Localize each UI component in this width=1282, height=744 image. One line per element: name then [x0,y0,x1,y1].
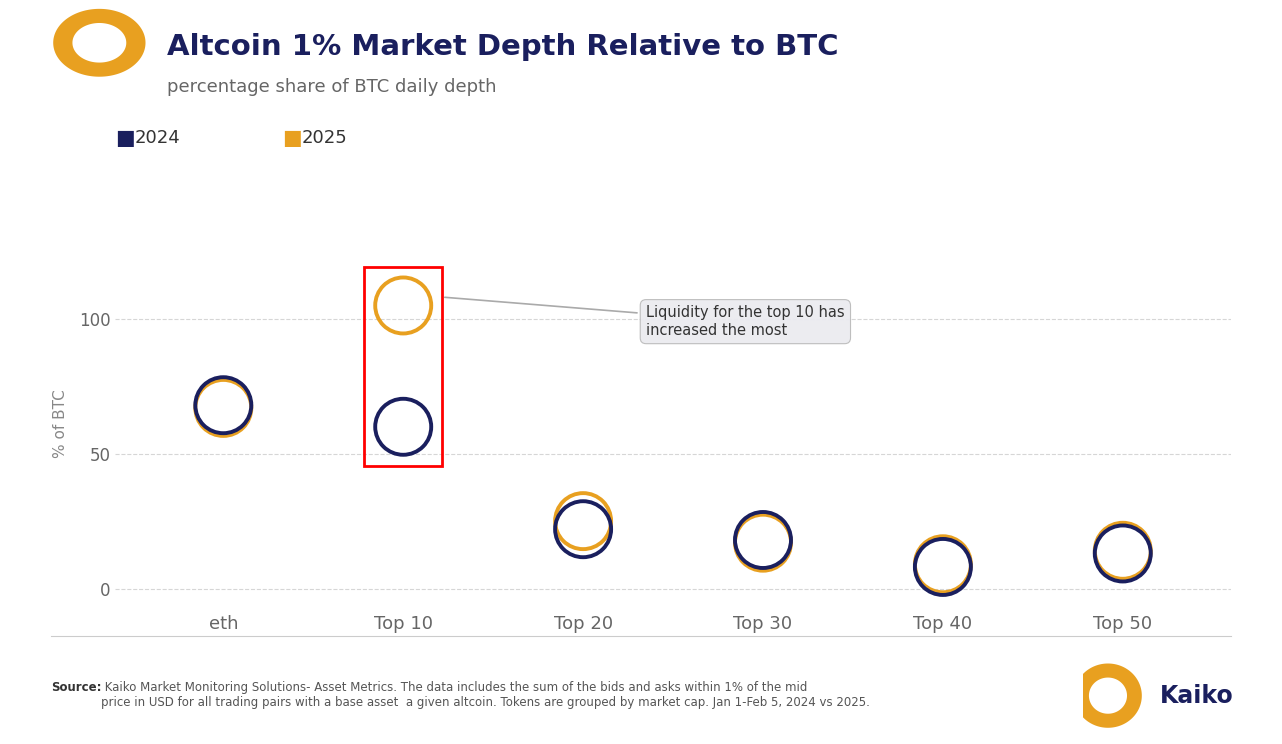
Bar [364,266,442,466]
Text: ■: ■ [115,128,135,147]
Text: ■: ■ [282,128,301,147]
Text: Liquidity for the top 10 has
increased the most: Liquidity for the top 10 has increased t… [445,298,845,338]
Text: 2024: 2024 [135,129,181,147]
Text: Source:: Source: [51,681,101,693]
Text: Kaiko Market Monitoring Solutions- Asset Metrics. The data includes the sum of t: Kaiko Market Monitoring Solutions- Asset… [101,681,870,709]
Polygon shape [54,9,145,77]
Polygon shape [1074,664,1142,728]
Y-axis label: % of BTC: % of BTC [53,390,68,458]
Text: Altcoin 1% Market Depth Relative to BTC: Altcoin 1% Market Depth Relative to BTC [167,33,838,62]
Text: Kaiko: Kaiko [1160,684,1235,708]
Text: 2025: 2025 [301,129,347,147]
Text: percentage share of BTC daily depth: percentage share of BTC daily depth [167,78,496,96]
